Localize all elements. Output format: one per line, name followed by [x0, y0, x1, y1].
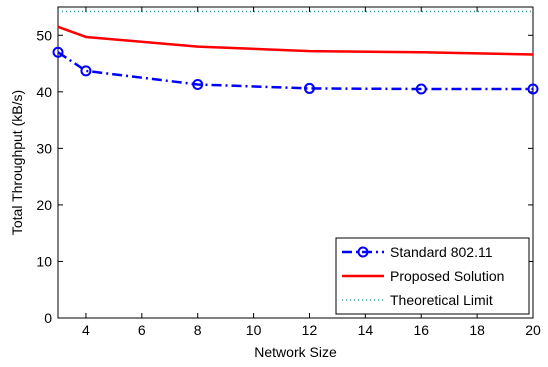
- legend-label-1: Proposed Solution: [390, 268, 504, 284]
- series-layer: [52, 10, 539, 95]
- x-tick-label: 10: [246, 322, 262, 338]
- x-tick-label: 8: [194, 322, 202, 338]
- x-tick-label: 12: [302, 322, 318, 338]
- y-tick-label: 40: [36, 84, 52, 100]
- y-tick-label: 20: [36, 197, 52, 213]
- series-line-1: [57, 25, 534, 56]
- y-axis-title: Total Throughput (kB/s): [9, 90, 25, 235]
- legend-label-2: Theoretical Limit: [390, 292, 493, 308]
- legend-label-0: Standard 802.11: [390, 244, 493, 260]
- data-point: [303, 82, 315, 94]
- y-tick-label: 50: [36, 27, 52, 43]
- data-point: [415, 83, 427, 95]
- series-line-0: [57, 51, 533, 91]
- legend-marker-0: [357, 246, 369, 258]
- x-axis-title: Network Size: [254, 344, 337, 360]
- data-point: [527, 83, 539, 95]
- y-tick-label: 0: [44, 310, 52, 326]
- x-tick-label: 20: [525, 322, 541, 338]
- data-point: [52, 46, 64, 58]
- x-tick-label: 14: [358, 322, 374, 338]
- x-tick-label: 18: [469, 322, 485, 338]
- data-point: [80, 65, 92, 77]
- y-tick-label: 10: [36, 253, 52, 269]
- axes: 4 6 8 10 12 14 16 18 20 0 10 20 30 40 50: [36, 6, 541, 338]
- x-tick-label: 6: [138, 322, 146, 338]
- data-point: [192, 78, 204, 90]
- legend: Standard 802.11 Proposed Solution Theoreti…: [335, 237, 530, 315]
- x-tick-label: 16: [413, 322, 429, 338]
- x-tick-label: 4: [82, 322, 90, 338]
- y-tick-label: 30: [36, 140, 52, 156]
